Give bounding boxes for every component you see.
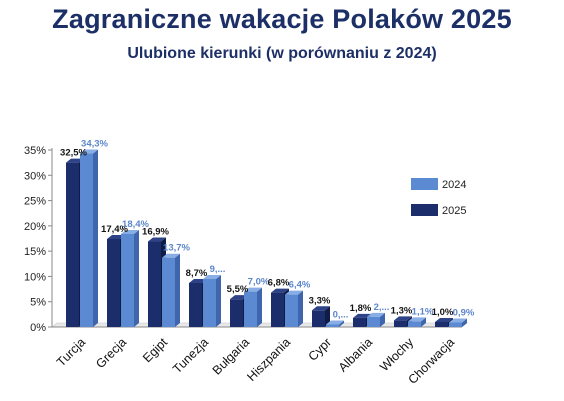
data-label-2025: 1,0% [432,307,454,318]
data-label-2024: 2,... [374,302,390,313]
x-category-label: Grecja [93,335,129,371]
data-label-2025: 32,5% [60,148,87,159]
data-label-2025: 3,3% [309,295,331,306]
data-label-2025: 16,9% [142,227,169,238]
bar-2024 [162,253,180,327]
bar-2024 [203,274,221,327]
x-category-label: Egipt [140,335,170,365]
chart-data-labels: 32,5%34,3% 17,4%18,4%16,9% 13,7% 8,7% 9,...5… [60,139,475,321]
chart-bars [66,149,467,327]
data-label-2025: 1,3% [391,305,413,316]
data-label-2024: 1,1% [412,306,434,317]
bar-2025 [312,306,330,327]
data-label-2024: 34,3% [81,139,108,150]
data-label-2025: 5,5% [227,284,249,295]
y-tick-label: 15% [24,246,46,258]
data-label-2024: 7,0% [248,277,270,288]
chart-subtitle: Ulubione kierunki (w porównaniu z 2024) [127,45,437,62]
data-label-2025: 6,8% [268,278,290,289]
data-label-2024: 18,4% [122,219,149,230]
y-tick-label: 25% [24,196,46,208]
x-category-label: Tunezja [170,335,211,376]
bar-2024 [408,317,426,327]
data-label-2025: 1,8% [350,303,372,314]
bar-2024 [244,287,262,327]
bar-2024 [80,149,98,327]
y-tick-label: 5% [30,297,46,309]
legend-label: 2025 [442,205,466,217]
data-label-2024: 0,9% [453,307,475,318]
x-category-label: Włochy [377,335,416,374]
x-category-label: Bułgaria [210,335,252,377]
y-tick-label: 20% [24,221,46,233]
legend-swatch [411,204,438,216]
data-label-2024: 9,... [210,264,226,275]
chart-title: Zagraniczne wakacje Polaków 2025 [52,4,512,34]
chart-legend: 2024 2025 [411,178,466,217]
x-category-label: Albania [336,335,375,374]
data-label-2025: 17,4% [101,224,128,235]
data-label-2024: 13,7% [163,243,190,254]
data-label-2024: 6,4% [289,280,311,291]
x-category-label: Hiszpania [244,335,293,384]
x-category-label: Turcja [54,335,88,369]
bar-2024 [285,290,303,327]
bar-2024 [449,318,467,327]
legend-swatch [411,178,438,190]
bar-2024 [367,312,385,327]
data-label-2025: 8,7% [186,268,208,279]
y-tick-label: 30% [24,170,46,182]
y-tick-label: 35% [24,145,46,157]
legend-label: 2024 [442,179,466,191]
y-tick-label: 10% [24,271,46,283]
bar-2024 [326,320,344,327]
y-tick-label: 0% [30,322,46,334]
bar-2024 [121,229,139,327]
x-category-label: Cypr [306,335,335,364]
data-label-2024: 0,... [333,309,349,320]
